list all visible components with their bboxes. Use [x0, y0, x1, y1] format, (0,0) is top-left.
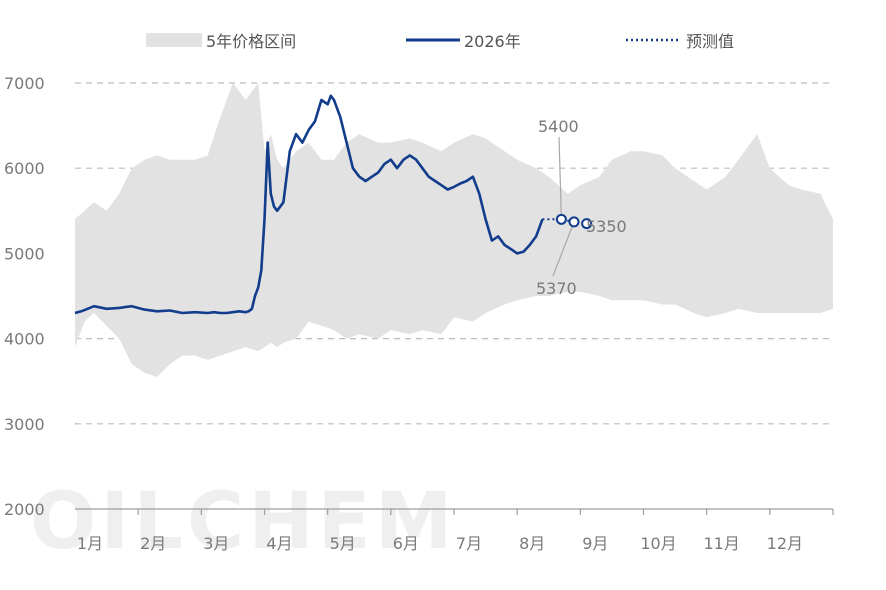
x-tick-label: 10月: [640, 534, 676, 553]
forecast-value-label: 5370: [536, 279, 577, 298]
price-range-band: [75, 83, 833, 377]
series-2026-line: [74, 94, 544, 315]
forecast-series: 5400 5370 5350: [536, 117, 627, 298]
line-2026: [74, 94, 544, 315]
forecast-marker: [555, 213, 567, 225]
forecast-value-label: 5350: [586, 217, 627, 236]
y-tick-label: 3000: [4, 415, 45, 434]
watermark-logo: OILCHEM: [30, 477, 456, 567]
x-tick-label: 1月: [77, 534, 103, 553]
x-tick-label: 11月: [703, 534, 739, 553]
x-tick-label: 2月: [140, 534, 166, 553]
x-tick-label: 6月: [393, 534, 419, 553]
axes: 2000 3000 4000 5000 6000 7000 1月 2月 3月 4月 5月 6月 7月 8月…: [4, 74, 834, 553]
forecast-marker: [568, 216, 580, 228]
x-tick-label: 12月: [767, 534, 803, 553]
legend-forecast-label: 预测值: [686, 32, 734, 51]
y-tick-label: 2000: [4, 500, 45, 519]
band-area: [75, 83, 833, 377]
legend-line-label: 2026年: [464, 32, 521, 51]
y-tick-label: 5000: [4, 244, 45, 263]
y-tick-label: 7000: [4, 74, 45, 93]
annotation-leader: [558, 136, 562, 220]
x-tick-label: 8月: [519, 534, 545, 553]
forecast-value-label: 5400: [538, 117, 579, 136]
svg-text:OILCHEM: OILCHEM: [30, 477, 456, 567]
annotation-leader: [552, 221, 575, 277]
y-tick-label: 4000: [4, 330, 45, 349]
forecast-marker: [581, 218, 593, 230]
legend-band-label: 5年价格区间: [206, 32, 296, 51]
legend: 5年价格区间 2026年 预测值: [146, 32, 734, 51]
forecast-line: [542, 218, 587, 225]
legend-band-swatch: [146, 33, 202, 47]
x-tick-label: 9月: [582, 534, 608, 553]
x-tick-label: 7月: [456, 534, 482, 553]
x-tick-label: 5月: [330, 534, 356, 553]
x-tick-label: 3月: [203, 534, 229, 553]
x-tick-label: 4月: [266, 534, 292, 553]
y-tick-label: 6000: [4, 159, 45, 178]
